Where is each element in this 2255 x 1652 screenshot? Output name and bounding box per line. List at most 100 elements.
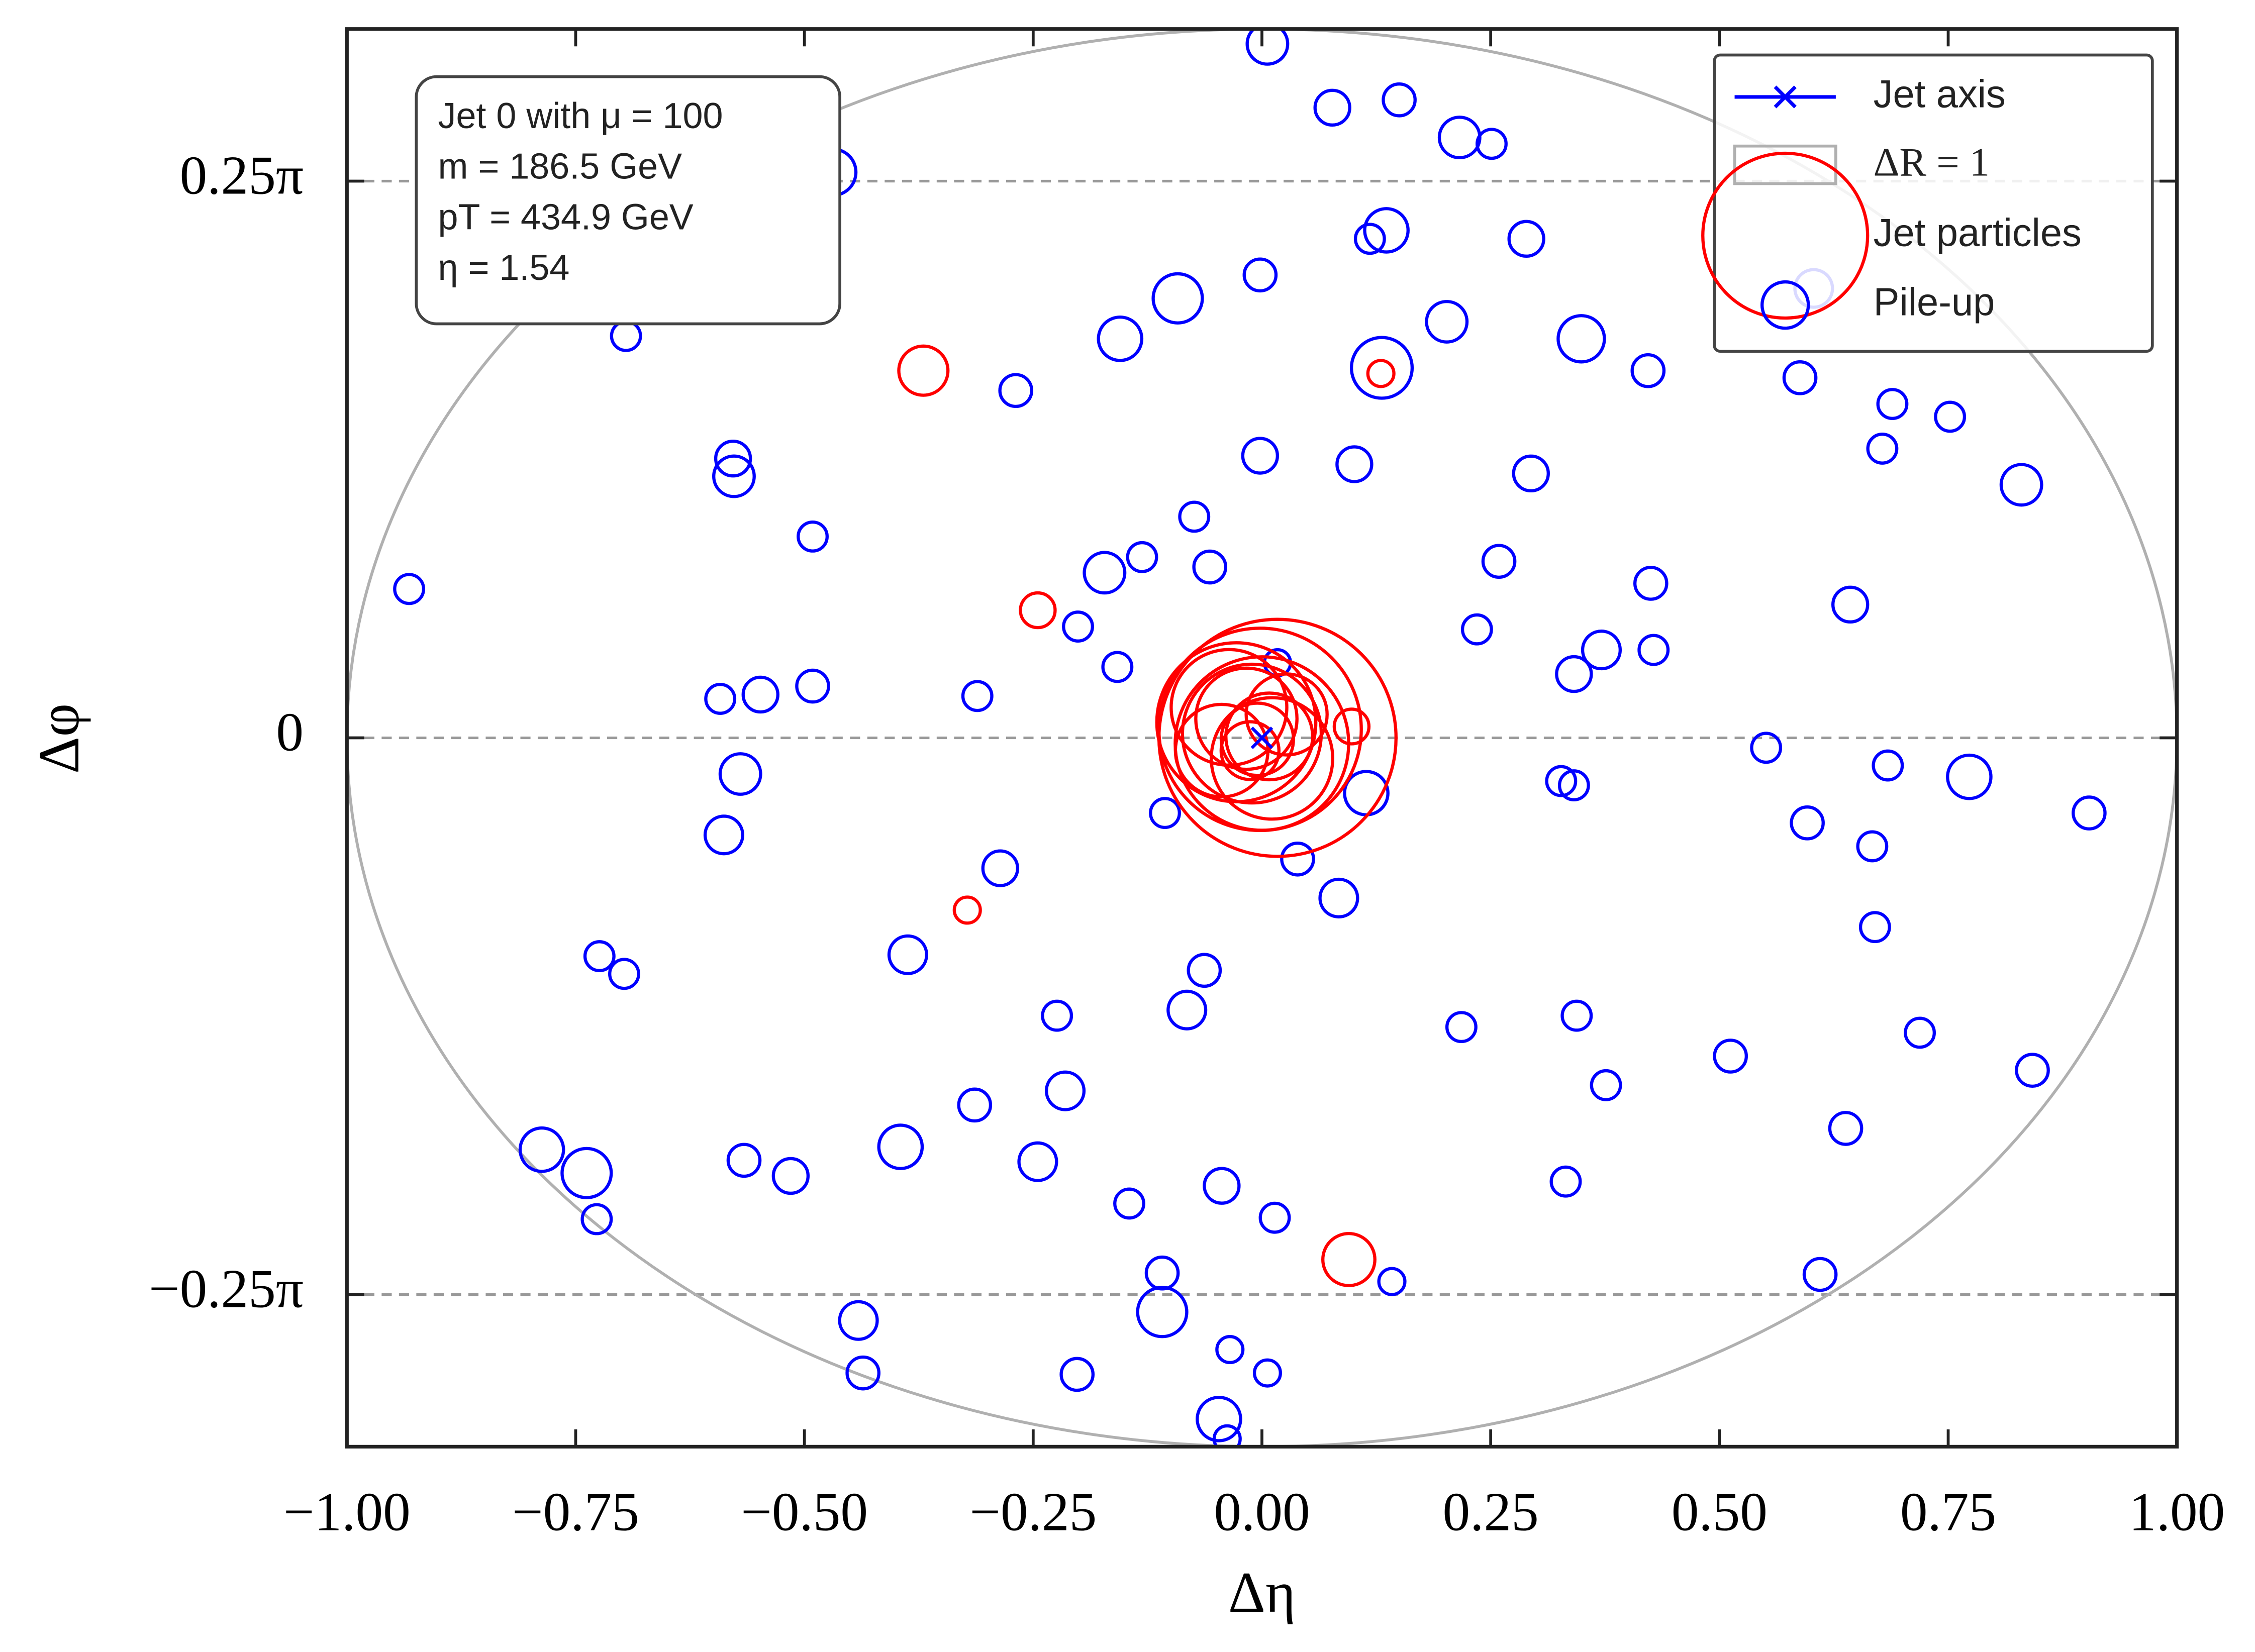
- particle: [2015, 1053, 2050, 1088]
- particle: [1210, 696, 1334, 821]
- particle: [1349, 336, 1414, 400]
- x-axis-label: Δη: [1228, 1560, 1296, 1624]
- particle: [580, 1203, 613, 1235]
- particle: [1590, 1069, 1622, 1101]
- particle: [1363, 207, 1410, 254]
- particle: [838, 1300, 879, 1341]
- particle: [1437, 116, 1482, 160]
- particle: [1782, 360, 1818, 395]
- legend-label: Jet particles: [1874, 212, 2082, 255]
- particle: [1633, 566, 1669, 601]
- particle: [1549, 1165, 1582, 1198]
- particle: [1866, 433, 1899, 465]
- particle: [1872, 749, 1904, 782]
- annotation-line: pT = 434.9 GeV: [438, 197, 694, 237]
- particle: [1126, 541, 1158, 573]
- particle: [1382, 82, 1417, 118]
- particle: [981, 849, 1019, 887]
- particle: [714, 440, 752, 478]
- particle: [1545, 765, 1578, 797]
- particle: [1802, 1257, 1838, 1292]
- x-tick-label: −1.00: [283, 1481, 411, 1542]
- particle: [726, 1143, 762, 1178]
- particle: [1252, 1358, 1282, 1388]
- particle: [1241, 437, 1280, 475]
- particle: [1113, 1187, 1145, 1220]
- x-tick-label: 0.75: [1900, 1481, 1996, 1542]
- legend-marker: [1701, 151, 1870, 320]
- particle: [1258, 1201, 1291, 1234]
- particle: [1017, 1141, 1058, 1182]
- particle: [1151, 272, 1204, 325]
- particle: [1425, 299, 1469, 344]
- particle: [1203, 1167, 1241, 1205]
- x-tick-label: −0.25: [969, 1481, 1097, 1542]
- particle: [1750, 732, 1783, 764]
- particle: [1876, 388, 1909, 420]
- legend-box: [1713, 53, 2154, 353]
- particle: [1196, 1396, 1242, 1442]
- annotation-line: m = 186.5 GeV: [438, 147, 682, 187]
- particle: [1999, 463, 2043, 507]
- particle: [1280, 841, 1315, 877]
- particle: [1242, 257, 1278, 293]
- particle: [1366, 359, 1396, 388]
- y-axis-label: Δφ: [27, 703, 91, 774]
- particle: [703, 814, 744, 856]
- particle: [1044, 1070, 1086, 1111]
- annotation-box: [415, 75, 841, 326]
- particle: [393, 573, 426, 605]
- legend-marker: [1760, 280, 1810, 330]
- jet-axis-marker: [1250, 727, 1273, 749]
- particle: [1062, 610, 1094, 643]
- legend-label: Jet axis: [1874, 72, 2006, 116]
- x-tick-label: −0.75: [512, 1481, 639, 1542]
- particle: [1512, 454, 1550, 492]
- particle: [1318, 877, 1359, 918]
- particle: [1555, 655, 1593, 693]
- particle: [1019, 591, 1057, 630]
- particle: [1194, 666, 1299, 771]
- x-tick-label: −0.50: [741, 1481, 868, 1542]
- particle: [1215, 1335, 1245, 1365]
- particle: [1178, 500, 1211, 533]
- particle: [1377, 1267, 1407, 1296]
- y-tick-label: −0.25π: [149, 1259, 304, 1319]
- particle: [560, 1147, 613, 1199]
- particle: [1630, 353, 1666, 388]
- annotation-line: η = 1.54: [438, 248, 570, 288]
- particle: [1856, 830, 1889, 863]
- particle: [1059, 1357, 1095, 1392]
- particle: [1828, 1111, 1864, 1146]
- legend-marker: [1733, 144, 1837, 185]
- particle: [1637, 634, 1670, 666]
- particle: [1097, 315, 1144, 362]
- particle: [1332, 707, 1371, 746]
- particle: [1219, 720, 1281, 781]
- particle: [797, 520, 829, 553]
- particle: [583, 940, 616, 973]
- particle: [1556, 314, 1606, 364]
- particle: [795, 668, 830, 704]
- particle: [608, 958, 640, 990]
- particle: [704, 683, 737, 715]
- particle: [1335, 445, 1374, 483]
- particle: [1445, 1011, 1478, 1044]
- particle: [961, 680, 994, 712]
- particle: [1557, 769, 1590, 801]
- particle: [1713, 1039, 1748, 1074]
- particle: [1481, 544, 1517, 579]
- particle: [897, 344, 950, 397]
- particle: [518, 1126, 565, 1173]
- particle: [1858, 911, 1891, 944]
- particle: [741, 675, 779, 714]
- particle: [1790, 805, 1825, 841]
- particle: [1187, 953, 1222, 988]
- x-tick-label: 0.50: [1672, 1481, 1768, 1542]
- particle: [1353, 223, 1386, 255]
- particle: [1946, 753, 1993, 800]
- legend-label: ΔR = 1: [1874, 140, 1990, 184]
- particle: [1101, 651, 1134, 683]
- particle: [1041, 999, 1073, 1032]
